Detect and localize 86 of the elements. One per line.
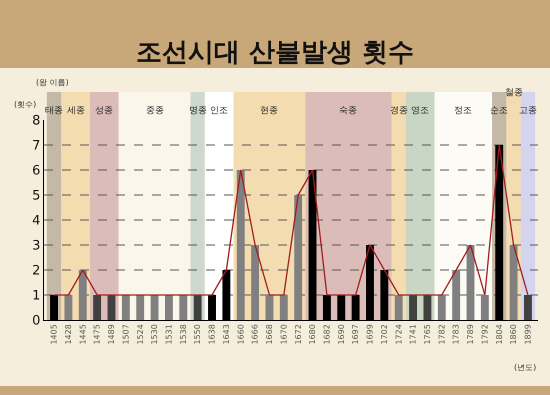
- band-label: 숙종: [339, 106, 357, 116]
- y-axis-title: (횟수): [14, 100, 36, 109]
- x-tick-label: 1682: [322, 324, 332, 345]
- x-tick-label: 1405: [50, 324, 59, 345]
- x-tick-label: 1660: [236, 324, 246, 345]
- x-tick-label: 1783: [452, 324, 461, 345]
- bar: [409, 295, 418, 320]
- bar: [294, 195, 302, 320]
- y-tick-label: 5: [32, 188, 40, 204]
- x-tick-label: 1899: [524, 324, 533, 345]
- y-tick-label: 2: [32, 264, 40, 279]
- y-tick-label: 4: [32, 214, 40, 229]
- bar: [280, 295, 288, 320]
- x-tick-label: 1860: [509, 324, 518, 345]
- bar: [93, 295, 102, 320]
- bar: [394, 295, 403, 320]
- x-tick-label: 1702: [380, 324, 389, 345]
- bar: [510, 245, 518, 320]
- bar: [452, 270, 460, 320]
- band-label: 경종: [390, 106, 408, 116]
- bar: [480, 295, 489, 320]
- x-tick-label: 1507: [121, 324, 130, 345]
- x-tick-label: 1789: [466, 324, 476, 345]
- bar: [122, 295, 130, 320]
- bar: [423, 295, 432, 320]
- band-label: 정조: [454, 106, 472, 116]
- x-tick-label: 1672: [294, 324, 303, 345]
- x-tick-label: 1697: [351, 324, 360, 345]
- x-tick-label: 1530: [150, 324, 160, 345]
- bar: [236, 170, 245, 320]
- band-label: 인조: [210, 106, 228, 116]
- x-tick-label: 1741: [408, 324, 418, 345]
- band-label: 태종: [45, 106, 63, 116]
- x-tick-label: 1489: [107, 324, 116, 345]
- x-tick-label: 1792: [480, 324, 490, 345]
- x-tick-label: 1638: [208, 324, 217, 345]
- band-label: 순조: [490, 106, 508, 116]
- x-tick-label: 1699: [366, 324, 375, 345]
- x-tick-label: 1475: [92, 324, 102, 345]
- x-tick-label: 1666: [250, 324, 260, 345]
- y-tick-label: 6: [32, 164, 40, 179]
- x-tick-label: 1531: [164, 324, 174, 345]
- band-label: 세종: [67, 106, 85, 116]
- text: (왕 이름): [36, 78, 69, 87]
- bar: [108, 295, 116, 320]
- y-tick-label: 8: [32, 114, 40, 129]
- x-tick-label: 1538: [178, 324, 188, 345]
- x-tick-label: 1643: [222, 324, 231, 345]
- y-tick-label: 1: [32, 288, 40, 304]
- bar: [78, 270, 87, 320]
- band-label: 중종: [146, 106, 164, 116]
- y-tick-label: 7: [32, 138, 40, 154]
- bar: [266, 295, 274, 320]
- x-tick-label: 1428: [64, 324, 74, 345]
- chart-title: 조선시대 산불발생 횟수: [136, 37, 414, 68]
- x-tick-label: 1690: [336, 324, 346, 345]
- x-tick-label: 1670: [279, 324, 288, 345]
- x-tick-label: 1680: [308, 324, 318, 345]
- x-axis-title: (년도): [514, 363, 536, 372]
- x-tick-label: 1765: [423, 324, 432, 345]
- bar: [164, 295, 173, 320]
- band-label: 영조: [411, 106, 429, 116]
- band-label: 성종: [95, 106, 113, 116]
- band-label: 현종: [260, 106, 278, 116]
- x-tick-label: 1668: [265, 324, 274, 345]
- x-tick-label: 1524: [136, 324, 145, 345]
- line-series: [53, 144, 529, 296]
- x-tick-label: 1782: [437, 324, 446, 345]
- band-label: 고종: [519, 106, 537, 116]
- bar: [150, 295, 159, 320]
- y-tick-label: 3: [32, 238, 40, 254]
- x-tick-label: 1724: [394, 324, 404, 345]
- y-tick-label: 0: [32, 314, 40, 329]
- band-label: 철종: [505, 88, 523, 98]
- band-label: 명종: [189, 106, 207, 116]
- x-tick-label: 1804: [494, 324, 504, 345]
- bar: [438, 295, 446, 320]
- bar: [466, 245, 474, 320]
- x-tick-label: 1445: [78, 324, 88, 345]
- bar: [136, 295, 144, 320]
- bar: [524, 295, 532, 320]
- x-tick-label: 1550: [193, 324, 202, 345]
- bar: [179, 295, 188, 320]
- bar: [251, 245, 260, 320]
- bar: [194, 295, 202, 320]
- bar: [64, 295, 72, 320]
